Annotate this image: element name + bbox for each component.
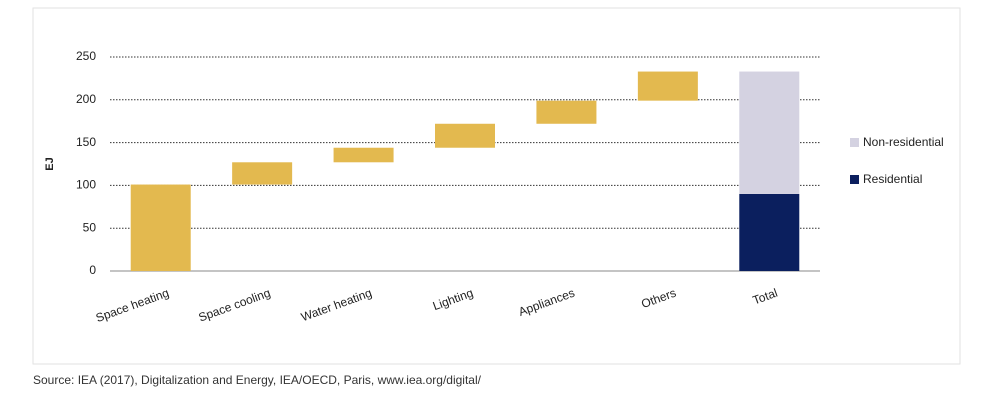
y-tick-label: 0 bbox=[89, 263, 96, 277]
bar bbox=[333, 147, 394, 163]
bar bbox=[536, 100, 597, 124]
x-tick-label: Space cooling bbox=[197, 286, 273, 325]
bar bbox=[130, 184, 191, 271]
y-tick-label: 50 bbox=[83, 220, 97, 234]
source-note: Source: IEA (2017), Digitalization and E… bbox=[33, 373, 482, 387]
legend-label: Residential bbox=[863, 172, 922, 186]
stacked-bar bbox=[739, 193, 800, 271]
y-axis-label: EJ bbox=[44, 157, 56, 170]
y-tick-label: 150 bbox=[76, 135, 96, 149]
stacked-bar bbox=[739, 71, 800, 194]
y-tick-label: 250 bbox=[76, 49, 96, 63]
x-tick-label: Appliances bbox=[517, 286, 577, 319]
x-tick-label: Space heating bbox=[94, 286, 171, 325]
chart-frame bbox=[32, 7, 961, 365]
bar bbox=[637, 71, 698, 101]
legend-swatch bbox=[850, 175, 859, 184]
legend-label: Non-residential bbox=[863, 135, 944, 149]
y-tick-label: 200 bbox=[76, 92, 96, 106]
x-tick-label: Others bbox=[639, 286, 678, 311]
y-tick-label: 100 bbox=[76, 178, 96, 192]
bar bbox=[435, 123, 495, 148]
x-tick-label: Total bbox=[751, 286, 780, 308]
bar bbox=[232, 162, 293, 185]
x-tick-label: Water heating bbox=[299, 286, 374, 325]
x-tick-label: Lighting bbox=[431, 286, 475, 314]
legend-swatch bbox=[850, 138, 859, 147]
